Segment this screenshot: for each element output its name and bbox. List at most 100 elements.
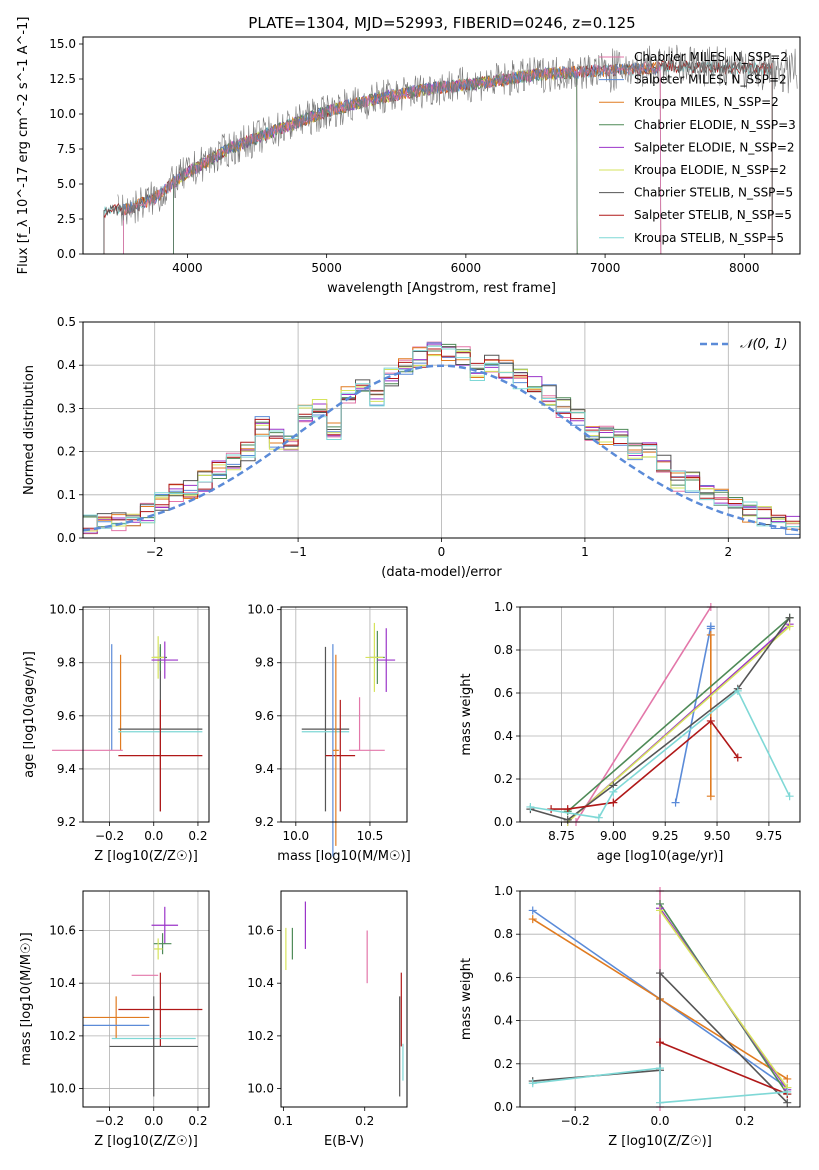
point-marker	[783, 1074, 792, 1083]
plot-area	[301, 622, 396, 857]
legend-label: Salpeter STELIB, N_SSP=5	[634, 208, 792, 222]
x-tick-label: 0	[438, 545, 446, 559]
point-marker	[783, 1098, 792, 1107]
y-tick-label: 9.6	[57, 709, 76, 723]
y-tick-label: 10.6	[247, 924, 274, 938]
x-axis-label: Z [log10(Z/Z☉)]	[94, 849, 198, 864]
observed-spectrum	[117, 44, 798, 226]
y-tick-label: 0.4	[494, 729, 513, 743]
y-tick-label: 0.3	[57, 401, 76, 415]
x-tick-label: 8000	[729, 261, 760, 275]
y-axis-label: mass [log10(M/M☉)]	[19, 932, 34, 1065]
x-axis-label: age [log10(age/yr)]	[597, 849, 724, 864]
point-marker	[783, 1087, 792, 1096]
plot-area	[52, 636, 203, 812]
mass-weight-vs-age-plot: 8.75 9.00 9.25 9.50 9.75 0.0 0.2 0.4 0.6 0.8 1.0 ag…	[459, 600, 801, 864]
x-tick-label: 9.25	[652, 829, 679, 843]
x-tick-label: −0.2	[95, 829, 124, 843]
age-vs-mass-plot: 10.0 10.5 9.2 9.4 9.6 9.8 10.0 mass [log10(M/M☉…	[247, 603, 410, 864]
y-tick-label: 10.6	[49, 924, 76, 938]
y-tick-label: 0.4	[57, 358, 76, 372]
y-tick-label: 1.0	[494, 884, 513, 898]
x-tick-label: −0.2	[95, 1114, 124, 1128]
x-tick-label: 1	[581, 545, 589, 559]
point-marker	[706, 630, 715, 639]
legend-label: Chabrier ELODIE, N_SSP=3	[634, 118, 796, 132]
residual-histogram-step	[83, 345, 800, 529]
x-tick-label: 8.75	[548, 829, 575, 843]
y-tick-label: 1.0	[494, 600, 513, 614]
mass-weight-line	[532, 1067, 788, 1104]
point-marker	[706, 716, 715, 725]
y-axis-label: mass weight	[459, 673, 474, 755]
mass-vs-metallicity-plot: −0.2 0.0 0.2 10.0 10.2 10.4 10.6 Z [log10(Z/Z☉)…	[19, 890, 210, 1149]
y-tick-label: 9.6	[255, 709, 274, 723]
spectrum-plot: 4000 5000 6000 7000 8000 0.0 2.5 5.0 7.5 10.0 12.5…	[16, 17, 801, 296]
x-tick-label: 0.0	[144, 1114, 163, 1128]
mass-vs-extinction-plot: 0.1 0.2 10.0 10.2 10.4 10.6 E(B-V)	[247, 890, 408, 1149]
y-tick-label: 7.5	[57, 142, 76, 156]
plot-area	[103, 44, 798, 255]
y-tick-label: 10.0	[49, 107, 76, 121]
y-tick-label: 0.5	[57, 315, 76, 329]
x-tick-label: 2	[724, 545, 732, 559]
legend-label: Kroupa STELIB, N_SSP=5	[634, 231, 784, 245]
mass-weight-vs-metallicity-plot: −0.2 0.0 0.2 0.0 0.2 0.4 0.6 0.8 1.0 Z [log10(Z/Z…	[459, 884, 801, 1149]
x-tick-label: 10.0	[282, 829, 309, 843]
x-tick-label: 7000	[590, 261, 621, 275]
y-tick-label: 10.0	[49, 1082, 76, 1096]
mass-weight-line	[530, 689, 791, 819]
y-tick-label: 10.4	[49, 976, 76, 990]
point-marker	[656, 1064, 664, 1073]
model-spectrum	[173, 67, 578, 255]
axes-frame	[82, 321, 801, 539]
legend-label: Salpeter MILES, N_SSP=2	[634, 73, 787, 87]
y-tick-label: 0.4	[494, 1014, 513, 1028]
y-tick-label: 9.4	[255, 762, 274, 776]
gaussian-curve	[82, 364, 801, 532]
y-tick-label: 9.2	[57, 815, 76, 829]
point-marker	[785, 792, 794, 801]
point-marker	[528, 1079, 537, 1088]
mass-weight-line	[567, 625, 791, 823]
y-tick-label: 0.6	[494, 686, 513, 700]
x-tick-label: −2	[146, 545, 164, 559]
axes-frame	[82, 890, 210, 1108]
point-marker	[733, 686, 742, 695]
y-tick-label: 0.2	[57, 445, 76, 459]
x-axis-label: E(B-V)	[324, 1134, 364, 1149]
legend-label: Chabrier STELIB, N_SSP=5	[634, 186, 793, 200]
x-axis-label: wavelength [Angstrom, rest frame]	[327, 281, 556, 296]
x-tick-label: 10.5	[357, 829, 384, 843]
mass-weight-line	[567, 617, 791, 812]
figure-title: PLATE=1304, MJD=52993, FIBERID=0246, z=0…	[248, 14, 635, 32]
point-marker	[671, 798, 680, 807]
mass-weight-line	[575, 606, 712, 823]
axes-frame	[82, 36, 801, 255]
x-tick-label: −1	[289, 545, 307, 559]
legend-label: Kroupa MILES, N_SSP=2	[634, 95, 779, 109]
point-marker	[563, 815, 572, 824]
point-marker	[785, 613, 794, 622]
legend-label: Salpeter ELODIE, N_SSP=2	[634, 140, 795, 154]
plot-area	[82, 341, 801, 535]
y-tick-label: 0.6	[494, 970, 513, 984]
x-tick-label: 9.75	[756, 829, 783, 843]
y-tick-label: 0.1	[57, 488, 76, 502]
point-marker	[733, 753, 742, 762]
x-tick-label: 9.50	[704, 829, 731, 843]
point-marker	[656, 1098, 664, 1107]
point-marker	[706, 792, 715, 801]
y-tick-label: 0.8	[494, 927, 513, 941]
x-axis-label: mass [log10(M/M☉)]	[277, 849, 410, 864]
plot-area	[528, 887, 792, 1111]
y-tick-label: 0.8	[494, 643, 513, 657]
y-tick-label: 10.0	[247, 603, 274, 617]
plot-area	[526, 603, 794, 826]
x-tick-label: −0.2	[561, 1114, 590, 1128]
y-axis-label: Normed distribution	[22, 365, 37, 495]
y-tick-label: 0.2	[494, 772, 513, 786]
mass-weight-line	[659, 909, 788, 1089]
x-tick-label: 0.1	[274, 1114, 293, 1128]
y-axis-label: mass weight	[459, 958, 474, 1040]
